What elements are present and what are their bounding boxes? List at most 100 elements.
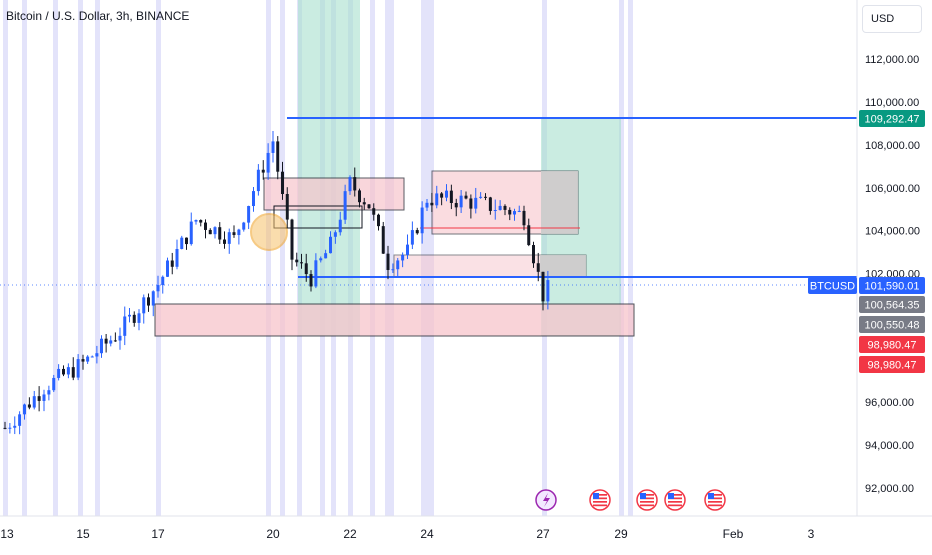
- candle-body: [391, 269, 395, 271]
- flag-stripe-icon: [640, 501, 654, 503]
- candle-body: [396, 260, 400, 270]
- candle-body: [185, 237, 188, 245]
- symbol-badge-text: BTCUSD: [810, 281, 855, 293]
- candle-body: [401, 254, 405, 261]
- candle-body: [415, 230, 419, 234]
- session-column: [78, 0, 83, 516]
- x-tick-label: 29: [614, 527, 628, 541]
- flag-stripe-icon: [640, 494, 654, 496]
- candle-body: [213, 227, 217, 235]
- earnings-event-icon[interactable]: [535, 489, 557, 511]
- flag-stripe-icon: [708, 504, 722, 507]
- candle-body: [100, 338, 103, 354]
- candle-body: [151, 291, 155, 306]
- candle-body: [281, 171, 284, 195]
- currency-button[interactable]: USD: [862, 5, 922, 33]
- candle-body: [319, 258, 323, 261]
- candle-body: [377, 214, 380, 227]
- candle-body: [367, 204, 371, 209]
- candle-body: [123, 316, 127, 336]
- candle-body: [47, 390, 51, 395]
- candle-body: [223, 239, 226, 244]
- candle-body: [132, 314, 136, 323]
- session-column: [156, 0, 161, 516]
- candle-body: [227, 232, 231, 244]
- x-tick-label: 22: [343, 527, 357, 541]
- supply-zone: [263, 177, 405, 211]
- x-tick-label: 27: [536, 527, 550, 541]
- candle-body: [166, 260, 169, 277]
- x-tick-label: 13: [0, 527, 14, 541]
- session-column: [628, 0, 633, 516]
- flag-stripe-icon: [668, 497, 682, 500]
- us-flag-event-icon[interactable]: [589, 489, 611, 511]
- session-column: [370, 0, 375, 516]
- candle-body: [420, 207, 424, 234]
- candle-body: [304, 263, 308, 275]
- supply-zone-grey: [541, 171, 578, 234]
- candle-body: [386, 253, 390, 270]
- candle-body: [52, 377, 56, 391]
- target-price-badge-text: 109,292.47: [864, 114, 919, 126]
- candle-body: [37, 396, 41, 401]
- candle-body: [314, 260, 318, 287]
- flag-stripe-icon: [640, 497, 654, 500]
- flag-canton-icon: [640, 493, 646, 499]
- x-tick-label: 15: [76, 527, 90, 541]
- candle-body: [276, 141, 280, 172]
- candle-body: [479, 196, 483, 198]
- us-flag-event-icon[interactable]: [664, 489, 686, 511]
- candle-body: [189, 221, 193, 245]
- candle-body: [522, 210, 526, 226]
- candle-body: [333, 232, 337, 237]
- candle-body: [81, 359, 85, 362]
- level2-badge-text: 100,564.35: [864, 300, 919, 312]
- session-column: [389, 0, 394, 516]
- candle-body: [449, 190, 453, 203]
- stop1-badge-text: 98,980.47: [868, 340, 917, 352]
- flag-canton-icon: [708, 493, 714, 499]
- candle-body: [118, 335, 122, 341]
- candle-body: [13, 425, 17, 428]
- x-tick-label: 20: [266, 527, 280, 541]
- x-tick-label: 17: [151, 527, 165, 541]
- candle-body: [440, 193, 444, 198]
- candle-body: [66, 367, 70, 375]
- candle-body: [113, 340, 117, 342]
- candle-body: [503, 205, 507, 210]
- candle-body: [358, 190, 361, 203]
- candle-body: [271, 141, 275, 153]
- session-column: [53, 0, 58, 516]
- flag-stripe-icon: [668, 501, 682, 503]
- candle-body: [300, 262, 303, 264]
- candle-body: [232, 232, 236, 236]
- y-tick-label: 106,000.00: [865, 183, 920, 195]
- candle-body: [76, 359, 80, 378]
- candle-body: [464, 195, 468, 199]
- candle-body: [8, 427, 12, 429]
- candle-body: [343, 191, 347, 220]
- us-flag-event-icon[interactable]: [704, 489, 726, 511]
- session-column: [22, 0, 27, 516]
- flag-canton-icon: [593, 493, 599, 499]
- y-tick-label: 108,000.00: [865, 140, 920, 152]
- us-flag-event-icon[interactable]: [636, 489, 658, 511]
- candle-body: [170, 260, 174, 267]
- stop1-badge: [859, 336, 925, 353]
- level3-badge: [859, 316, 925, 333]
- candle-body: [204, 222, 207, 230]
- candle-body: [329, 236, 332, 254]
- candle-body: [142, 297, 146, 314]
- candle-body: [454, 202, 458, 208]
- candle-body: [147, 297, 150, 306]
- x-tick-label: 3: [808, 527, 815, 541]
- symbol-badge: [808, 277, 857, 294]
- chart-title: Bitcoin / U.S. Dollar, 3h, BINANCE: [6, 9, 190, 23]
- flag-stripe-icon: [668, 494, 682, 496]
- candle-body: [285, 194, 289, 220]
- candle-body: [517, 210, 521, 212]
- stop2-badge: [859, 356, 925, 373]
- long-zone: [298, 0, 360, 336]
- candle-body: [95, 353, 99, 357]
